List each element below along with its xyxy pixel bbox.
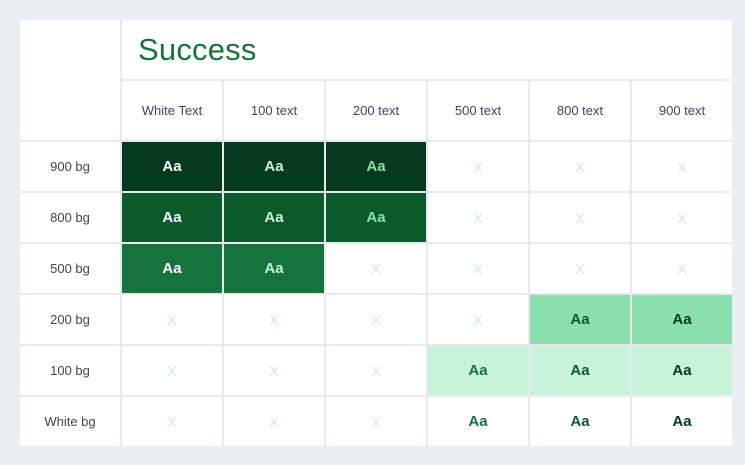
fail-mark: X <box>473 260 483 277</box>
sample-text: Aa <box>264 158 284 175</box>
fail-mark: X <box>473 209 483 226</box>
sample-text: Aa <box>162 158 182 175</box>
sample-cell-pass: Aa <box>632 346 732 395</box>
fail-mark: X <box>167 362 177 379</box>
fail-mark: X <box>371 362 381 379</box>
row-header: 800 bg <box>20 193 120 242</box>
fail-mark: X <box>677 158 687 175</box>
sample-cell-pass: Aa <box>122 244 222 293</box>
column-header: 800 text <box>530 81 630 140</box>
sample-cell-fail: X <box>326 295 426 344</box>
sample-cell-fail: X <box>224 346 324 395</box>
sample-cell-pass: Aa <box>326 142 426 191</box>
sample-cell-fail: X <box>224 295 324 344</box>
sample-cell-fail: X <box>530 142 630 191</box>
row-header: 900 bg <box>20 142 120 191</box>
sample-cell-pass: Aa <box>224 244 324 293</box>
sample-text: Aa <box>162 209 182 226</box>
sample-cell-pass: Aa <box>632 295 732 344</box>
sample-text: Aa <box>672 311 692 328</box>
fail-mark: X <box>473 311 483 328</box>
fail-mark: X <box>269 413 279 430</box>
sample-cell-pass: Aa <box>428 397 528 446</box>
fail-mark: X <box>167 311 177 328</box>
fail-mark: X <box>677 260 687 277</box>
fail-mark: X <box>473 158 483 175</box>
contrast-grid: Success White Text 100 text 200 text 500 te… <box>20 20 732 446</box>
sample-text: Aa <box>366 209 386 226</box>
row-header: 200 bg <box>20 295 120 344</box>
sample-cell-pass: Aa <box>632 397 732 446</box>
sample-cell-fail: X <box>428 193 528 242</box>
sample-cell-pass: Aa <box>428 346 528 395</box>
sample-cell-pass: Aa <box>530 346 630 395</box>
sample-text: Aa <box>366 158 386 175</box>
sample-cell-fail: X <box>326 346 426 395</box>
sample-cell-fail: X <box>632 142 732 191</box>
row-header: White bg <box>20 397 120 446</box>
sample-text: Aa <box>468 413 488 430</box>
sample-cell-fail: X <box>428 244 528 293</box>
sample-cell-fail: X <box>326 244 426 293</box>
page-title: Success <box>138 31 257 67</box>
fail-mark: X <box>167 413 177 430</box>
fail-mark: X <box>269 362 279 379</box>
sample-text: Aa <box>570 413 590 430</box>
column-header: 900 text <box>632 81 732 140</box>
column-header: White Text <box>122 81 222 140</box>
sample-cell-fail: X <box>428 142 528 191</box>
fail-mark: X <box>575 260 585 277</box>
corner-cell <box>20 20 120 140</box>
fail-mark: X <box>677 209 687 226</box>
sample-cell-fail: X <box>530 244 630 293</box>
sample-cell-pass: Aa <box>326 193 426 242</box>
sample-cell-fail: X <box>122 295 222 344</box>
sample-text: Aa <box>264 260 284 277</box>
sample-text: Aa <box>672 362 692 379</box>
title-cell: Success <box>122 20 732 79</box>
sample-cell-fail: X <box>530 193 630 242</box>
sample-cell-pass: Aa <box>122 142 222 191</box>
sample-text: Aa <box>570 362 590 379</box>
sample-text: Aa <box>672 413 692 430</box>
fail-mark: X <box>371 260 381 277</box>
row-header: 500 bg <box>20 244 120 293</box>
sample-cell-fail: X <box>326 397 426 446</box>
sample-cell-fail: X <box>632 193 732 242</box>
fail-mark: X <box>371 413 381 430</box>
sample-cell-fail: X <box>428 295 528 344</box>
fail-mark: X <box>575 158 585 175</box>
sample-text: Aa <box>570 311 590 328</box>
sample-cell-fail: X <box>122 346 222 395</box>
sample-cell-pass: Aa <box>224 193 324 242</box>
sample-text: Aa <box>264 209 284 226</box>
fail-mark: X <box>269 311 279 328</box>
fail-mark: X <box>575 209 585 226</box>
sample-cell-pass: Aa <box>122 193 222 242</box>
row-header: 100 bg <box>20 346 120 395</box>
fail-mark: X <box>371 311 381 328</box>
column-header: 100 text <box>224 81 324 140</box>
sample-cell-fail: X <box>224 397 324 446</box>
sample-cell-fail: X <box>122 397 222 446</box>
sample-text: Aa <box>162 260 182 277</box>
sample-cell-pass: Aa <box>530 295 630 344</box>
sample-cell-pass: Aa <box>530 397 630 446</box>
sample-cell-fail: X <box>632 244 732 293</box>
sample-text: Aa <box>468 362 488 379</box>
sample-cell-pass: Aa <box>224 142 324 191</box>
column-header: 500 text <box>428 81 528 140</box>
column-header: 200 text <box>326 81 426 140</box>
